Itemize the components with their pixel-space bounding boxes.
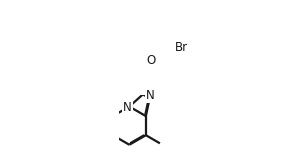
Text: Br: Br	[175, 41, 188, 54]
Text: N: N	[146, 89, 155, 102]
Text: N: N	[123, 102, 132, 115]
Text: O: O	[146, 54, 156, 67]
